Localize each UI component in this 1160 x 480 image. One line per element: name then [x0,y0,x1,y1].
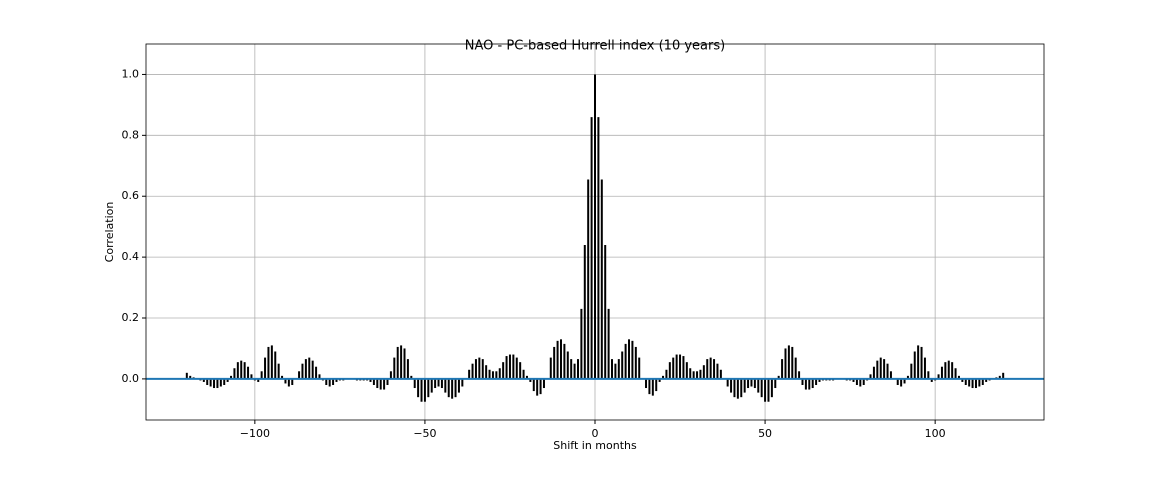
x-axis-label: Shift in months [553,439,637,452]
y-tick-label: 0.2 [122,311,140,324]
y-tick-label: 0.6 [122,189,140,202]
x-tick-label: −50 [413,427,436,440]
x-tick-label: 50 [758,427,772,440]
y-tick-label: 0.0 [122,372,140,385]
x-tick-label: 100 [925,427,946,440]
y-axis-label: Correlation [103,202,116,263]
y-tick-label: 1.0 [122,67,140,80]
y-tick-label: 0.8 [122,128,140,141]
x-tick-label: −100 [240,427,270,440]
y-tick-label: 0.4 [122,250,140,263]
x-tick-label: 0 [592,427,599,440]
plot-frame [145,43,1045,421]
